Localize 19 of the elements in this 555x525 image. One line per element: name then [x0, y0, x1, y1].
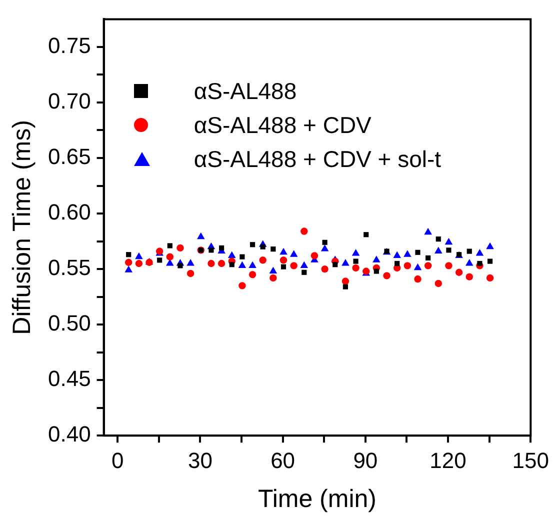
y-tick-label: 0.45: [48, 366, 91, 392]
y-tick-label: 0.70: [48, 88, 91, 114]
x-tick-label: 90: [353, 448, 378, 473]
legend-label: αS-AL488 + CDV: [194, 112, 372, 139]
y-tick-label: 0.60: [48, 200, 91, 225]
y-tick-label: 0.40: [48, 422, 91, 447]
x-tick-label: 60: [270, 448, 296, 473]
x-tick-label: 120: [430, 448, 466, 473]
y-tick-label: 0.65: [48, 144, 91, 170]
y-tick-label: 0.75: [48, 33, 91, 58]
y-tick-label: 0.50: [48, 310, 91, 336]
x-tick-label: 150: [512, 448, 550, 473]
x-tick-label: 30: [188, 448, 212, 473]
legend-label: αS-AL488: [194, 78, 297, 105]
legend-label: αS-AL488 + CDV + sol-t: [194, 146, 442, 173]
x-axis-title: Time (min): [258, 484, 376, 513]
x-tick-label: 0: [111, 448, 124, 473]
y-tick-label: 0.55: [48, 255, 91, 280]
y-axis-title: Diffusion Time (ms): [8, 120, 36, 335]
